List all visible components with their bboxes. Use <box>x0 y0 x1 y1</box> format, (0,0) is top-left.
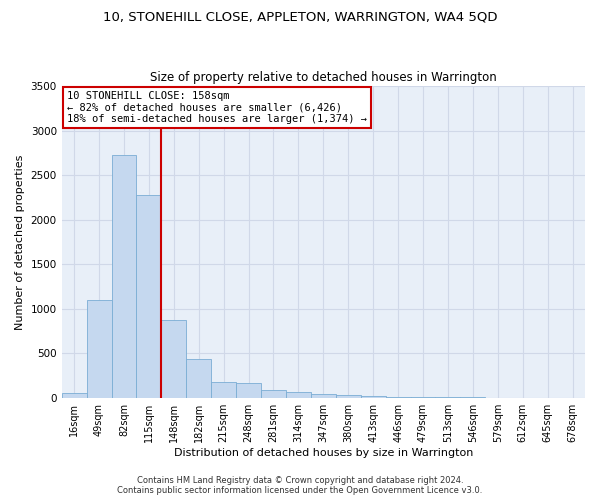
Bar <box>261 390 286 398</box>
Bar <box>336 395 361 398</box>
Text: Contains HM Land Registry data © Crown copyright and database right 2024.
Contai: Contains HM Land Registry data © Crown c… <box>118 476 482 495</box>
Bar <box>211 382 236 398</box>
Bar <box>112 154 136 398</box>
Bar <box>386 397 410 398</box>
Bar <box>136 194 161 398</box>
Bar <box>236 383 261 398</box>
Bar <box>361 396 386 398</box>
Bar <box>286 392 311 398</box>
Text: 10, STONEHILL CLOSE, APPLETON, WARRINGTON, WA4 5QD: 10, STONEHILL CLOSE, APPLETON, WARRINGTO… <box>103 10 497 23</box>
Bar <box>186 360 211 398</box>
Bar <box>161 320 186 398</box>
Bar <box>86 300 112 398</box>
Bar <box>311 394 336 398</box>
X-axis label: Distribution of detached houses by size in Warrington: Distribution of detached houses by size … <box>173 448 473 458</box>
Text: 10 STONEHILL CLOSE: 158sqm
← 82% of detached houses are smaller (6,426)
18% of s: 10 STONEHILL CLOSE: 158sqm ← 82% of deta… <box>67 90 367 124</box>
Bar <box>62 394 86 398</box>
Title: Size of property relative to detached houses in Warrington: Size of property relative to detached ho… <box>150 70 497 84</box>
Y-axis label: Number of detached properties: Number of detached properties <box>15 154 25 330</box>
